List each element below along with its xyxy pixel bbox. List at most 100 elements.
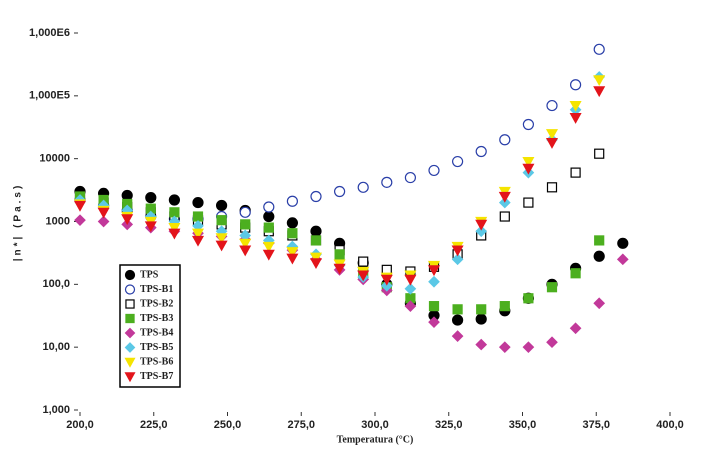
x-tick-label: 275,0 xyxy=(287,419,315,431)
marker xyxy=(357,270,370,282)
marker xyxy=(240,219,251,230)
marker xyxy=(569,113,582,124)
marker xyxy=(124,269,136,281)
legend-label: TPS-B1 xyxy=(140,284,173,295)
marker xyxy=(616,253,629,266)
marker xyxy=(192,211,204,222)
marker xyxy=(570,268,581,279)
marker xyxy=(74,214,86,227)
marker xyxy=(286,195,298,207)
marker xyxy=(428,301,440,312)
marker xyxy=(428,164,440,177)
marker xyxy=(451,253,464,266)
legend-label: TPS-B2 xyxy=(140,298,173,309)
marker xyxy=(97,207,110,219)
marker xyxy=(97,215,110,228)
marker xyxy=(475,338,488,351)
legend-label: TPS-B5 xyxy=(140,342,173,353)
marker xyxy=(239,238,252,250)
marker xyxy=(546,99,558,112)
marker xyxy=(191,228,205,240)
marker xyxy=(546,336,558,349)
marker xyxy=(192,196,204,209)
marker xyxy=(404,274,417,286)
y-axis-label: |n*| (Pa.s) xyxy=(13,183,24,262)
marker xyxy=(169,207,180,218)
marker xyxy=(381,176,393,188)
legend-label: TPS-B3 xyxy=(140,313,173,324)
marker xyxy=(262,241,275,253)
marker xyxy=(451,330,464,342)
marker xyxy=(263,201,275,213)
marker xyxy=(594,148,605,159)
marker xyxy=(499,134,511,146)
marker xyxy=(593,250,605,262)
marker xyxy=(593,86,606,98)
marker xyxy=(475,225,488,238)
y-tick-label: 100,0 xyxy=(42,278,70,290)
marker xyxy=(124,284,136,295)
y-tick-label: 1,000E6 xyxy=(29,27,70,39)
marker xyxy=(546,282,558,293)
marker xyxy=(73,200,87,212)
marker xyxy=(262,249,275,261)
marker xyxy=(522,156,535,168)
marker xyxy=(333,263,346,275)
marker xyxy=(475,313,487,325)
x-tick-label: 200,0 xyxy=(66,419,94,431)
marker xyxy=(404,300,417,312)
x-tick-label: 325,0 xyxy=(435,419,463,431)
marker xyxy=(452,304,463,315)
marker xyxy=(286,217,298,229)
marker xyxy=(263,210,275,223)
x-tick-label: 350,0 xyxy=(509,419,537,431)
marker xyxy=(124,357,136,368)
marker xyxy=(168,194,180,206)
marker xyxy=(452,314,464,326)
marker xyxy=(310,225,322,237)
marker xyxy=(569,322,582,335)
marker xyxy=(334,249,345,260)
legend: TPS TPS-B1 TPS-B2 TPS-B3 TPS-B4 TPS-B5 TPS-B6 T… xyxy=(119,264,181,388)
y-tick-label: 10,00 xyxy=(42,341,70,353)
marker xyxy=(451,245,464,257)
marker xyxy=(380,279,393,292)
marker xyxy=(145,192,157,204)
marker xyxy=(309,252,323,264)
marker xyxy=(358,256,369,267)
marker xyxy=(545,138,559,149)
marker xyxy=(124,327,136,339)
marker xyxy=(499,211,510,222)
marker xyxy=(569,79,582,91)
marker xyxy=(380,274,393,286)
marker xyxy=(476,304,487,315)
x-tick-label: 400,0 xyxy=(656,419,684,431)
y-tick-label: 10000 xyxy=(39,153,70,165)
marker xyxy=(216,215,227,226)
marker xyxy=(546,182,558,193)
marker xyxy=(125,299,135,309)
marker xyxy=(499,301,510,312)
marker xyxy=(545,129,559,140)
marker xyxy=(522,163,535,175)
marker xyxy=(452,155,464,168)
marker xyxy=(216,199,228,212)
marker xyxy=(191,235,205,247)
marker xyxy=(239,206,251,218)
marker xyxy=(357,181,369,193)
legend-label: TPS-B7 xyxy=(140,371,173,382)
x-tick-label: 225,0 xyxy=(140,419,168,431)
marker xyxy=(309,258,323,270)
marker xyxy=(522,341,535,354)
marker xyxy=(475,219,488,231)
x-axis-label: Temperatura (°C) xyxy=(337,434,414,445)
y-tick-label: 1,000E5 xyxy=(29,90,70,102)
marker xyxy=(124,342,136,353)
x-tick-label: 375,0 xyxy=(582,419,610,431)
y-tick-label: 1000 xyxy=(46,215,70,227)
marker xyxy=(498,341,511,354)
marker xyxy=(310,235,322,246)
marker xyxy=(570,167,581,178)
marker xyxy=(498,191,511,203)
